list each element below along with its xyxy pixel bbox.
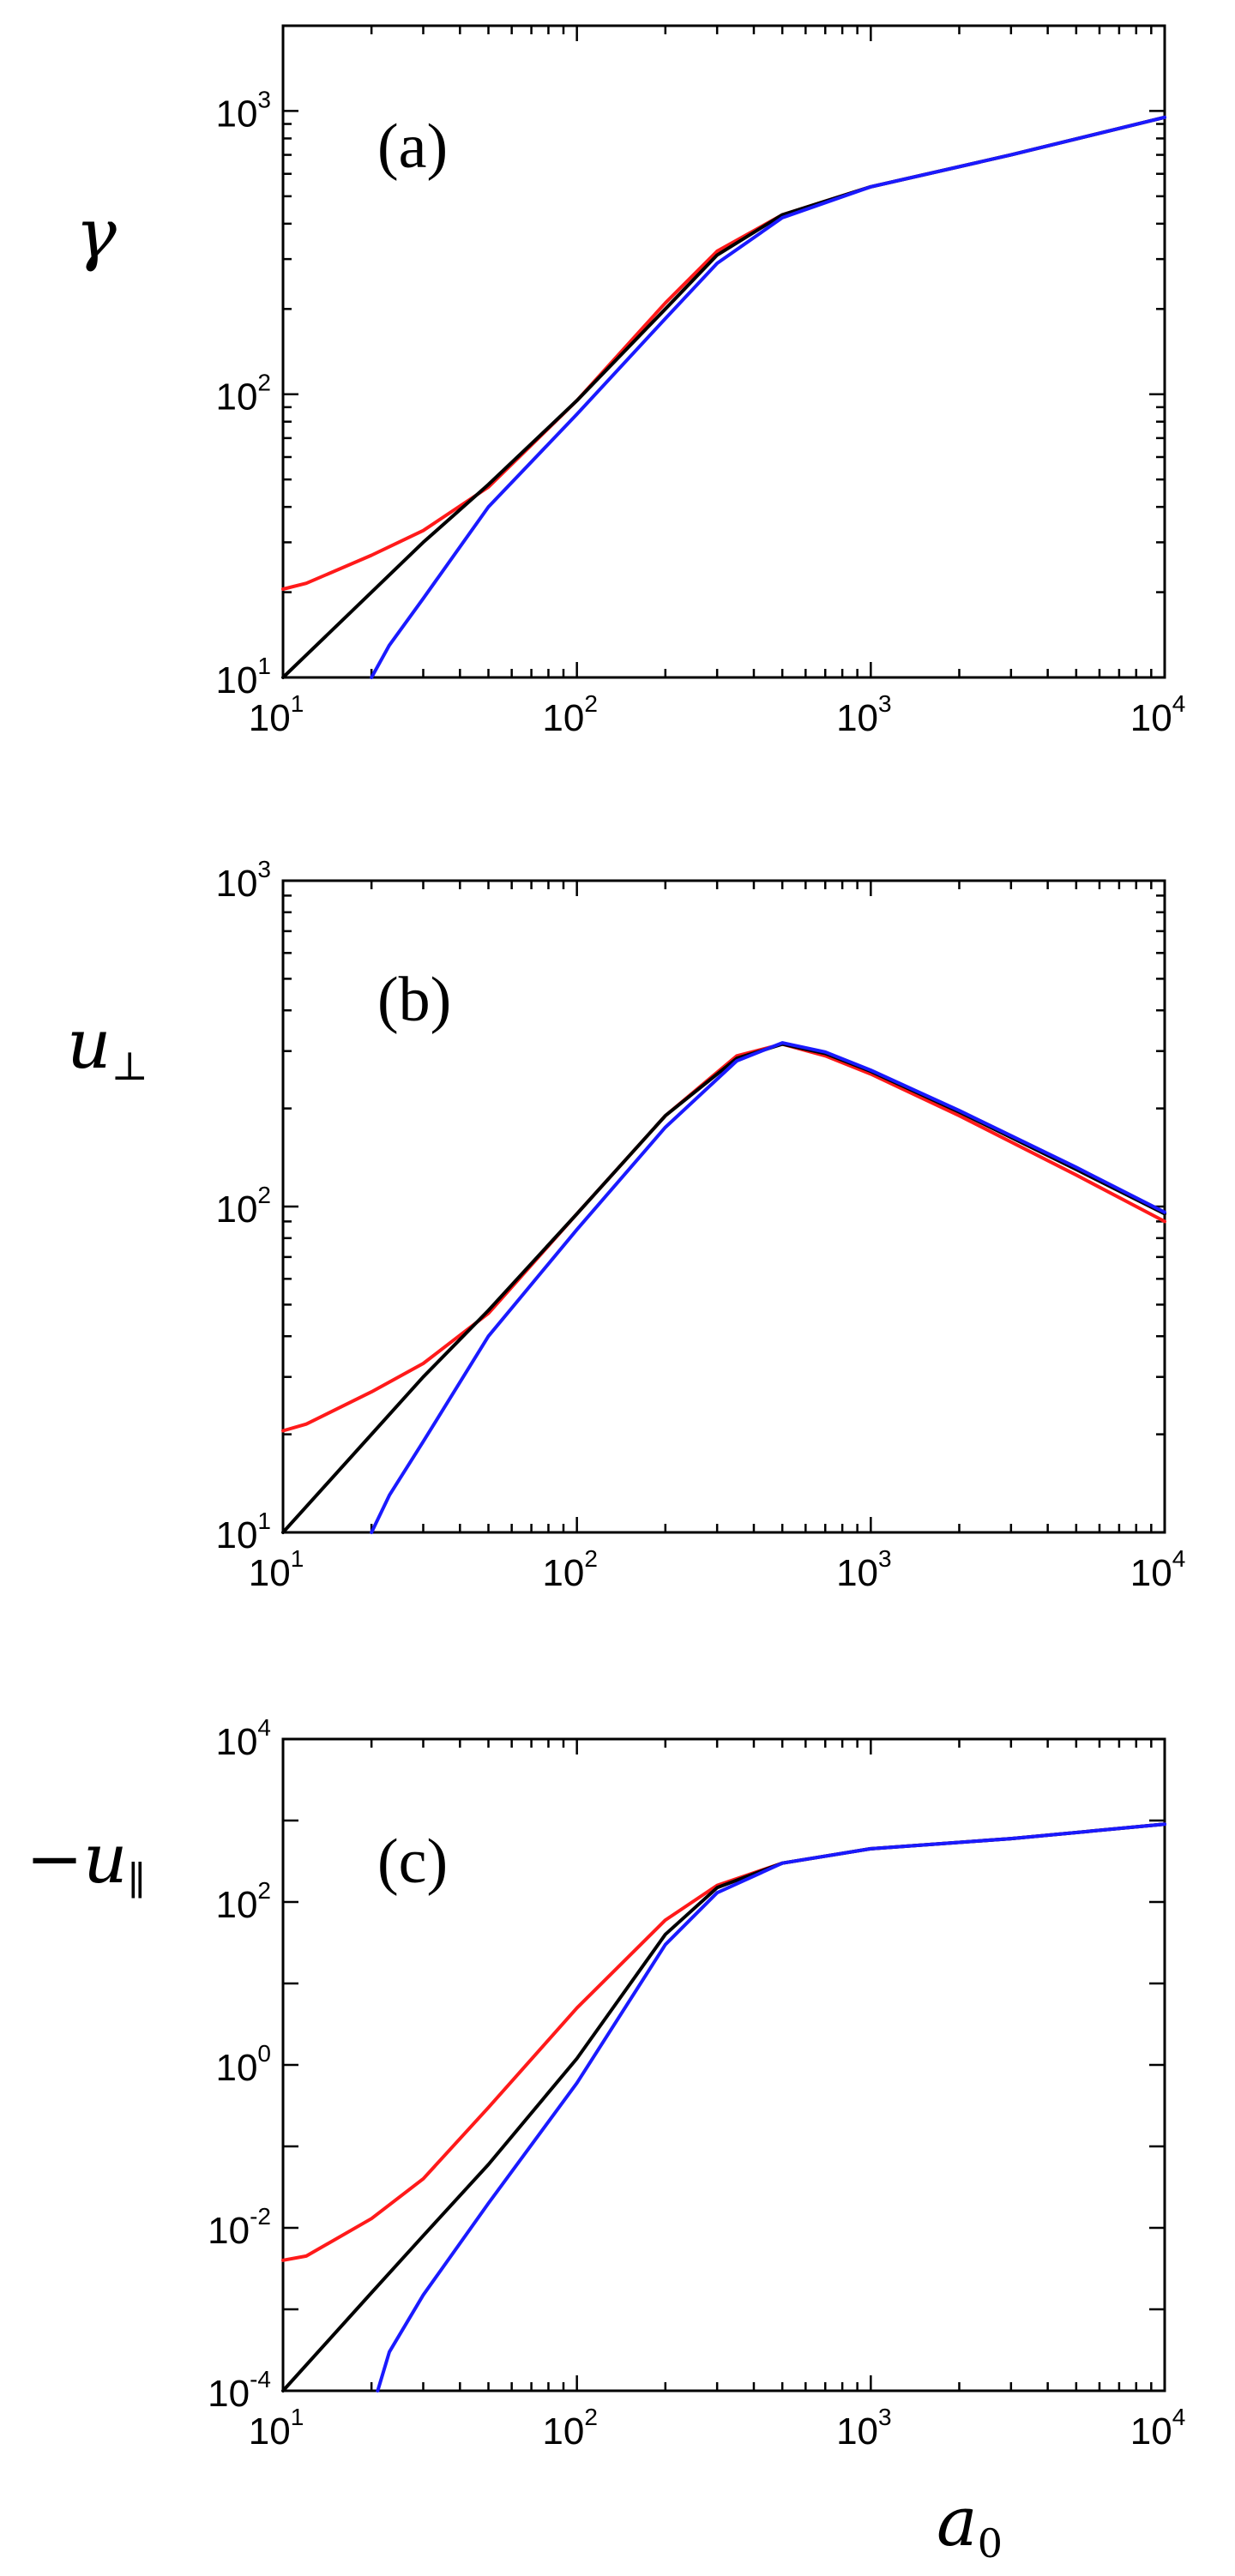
y-tick-exponent: 3 <box>257 86 271 112</box>
y-tick-exponent: 0 <box>257 2040 271 2067</box>
y-axis-label: u⊥ <box>67 1004 148 1089</box>
series-line-red <box>281 115 1166 591</box>
x-axis-label-subscript: 0 <box>978 2520 1003 2567</box>
x-tick-exponent: 3 <box>878 690 892 717</box>
y-tick-label: 103 <box>215 86 271 135</box>
y-tick-label: 101 <box>215 1508 271 1556</box>
y-tick-exponent: 1 <box>257 653 271 679</box>
x-tick-exponent: 2 <box>584 2404 598 2430</box>
series-line-black <box>281 1042 1166 1534</box>
y-tick-exponent: 2 <box>257 370 271 396</box>
y-tick-label: 102 <box>215 1877 271 1926</box>
x-tick-label: 104 <box>1130 1545 1186 1594</box>
x-tick-label: 102 <box>542 2404 598 2453</box>
panel-label: (a) <box>377 111 448 182</box>
x-tick-exponent: 3 <box>878 2404 892 2430</box>
series-line-red <box>281 1042 1166 1433</box>
y-tick-exponent: 1 <box>257 1508 271 1534</box>
x-tick-exponent: 1 <box>291 1545 304 1572</box>
y-tick-label: 101 <box>215 653 271 701</box>
panel-label: (b) <box>377 965 451 1035</box>
y-tick-exponent: 3 <box>257 856 271 882</box>
x-tick-exponent: 2 <box>584 690 598 717</box>
y-tick-label: 102 <box>215 1182 271 1231</box>
x-axis-label: a0 <box>937 2482 1003 2567</box>
y-tick-label: 104 <box>215 1714 271 1763</box>
y-axis-label-subscript: ∥ <box>128 1857 146 1904</box>
y-tick-label: 103 <box>215 856 271 905</box>
y-tick-exponent: 4 <box>257 1714 271 1741</box>
y-axis-label-subscript: ⊥ <box>111 1043 148 1089</box>
x-tick-exponent: 2 <box>584 1545 598 1572</box>
x-tick-exponent: 4 <box>1172 690 1186 717</box>
y-axis-label: γ <box>75 194 117 274</box>
x-tick-exponent: 3 <box>878 1545 892 1572</box>
x-tick-label: 102 <box>542 690 598 739</box>
series-line-blue <box>376 1822 1166 2392</box>
plot-frame <box>281 24 1166 679</box>
series-line-black <box>281 115 1166 679</box>
x-tick-exponent: 4 <box>1172 2404 1186 2430</box>
x-tick-exponent: 4 <box>1172 1545 1186 1572</box>
y-tick-label: 10-2 <box>208 2203 271 2252</box>
y-tick-exponent: 2 <box>257 1182 271 1208</box>
x-tick-label: 103 <box>836 2404 892 2453</box>
y-tick-label: 100 <box>215 2040 271 2089</box>
x-tick-label: 101 <box>249 2404 304 2453</box>
x-tick-label: 102 <box>542 1545 598 1594</box>
x-tick-exponent: 1 <box>291 690 304 717</box>
y-tick-label: 102 <box>215 370 271 418</box>
y-axis-label: −u∥ <box>26 1819 146 1904</box>
x-tick-label: 103 <box>836 690 892 739</box>
series-line-blue <box>370 1041 1166 1534</box>
x-tick-label: 103 <box>836 1545 892 1594</box>
panel-label: (c) <box>377 1827 448 1897</box>
x-tick-label: 104 <box>1130 2404 1186 2453</box>
series-line-blue <box>370 115 1166 679</box>
x-tick-label: 104 <box>1130 690 1186 739</box>
y-tick-exponent: 2 <box>257 1877 271 1904</box>
y-tick-exponent: -2 <box>250 2203 271 2230</box>
y-tick-label: 10-4 <box>208 2366 271 2415</box>
y-tick-exponent: -4 <box>250 2366 271 2392</box>
x-tick-exponent: 1 <box>291 2404 304 2430</box>
